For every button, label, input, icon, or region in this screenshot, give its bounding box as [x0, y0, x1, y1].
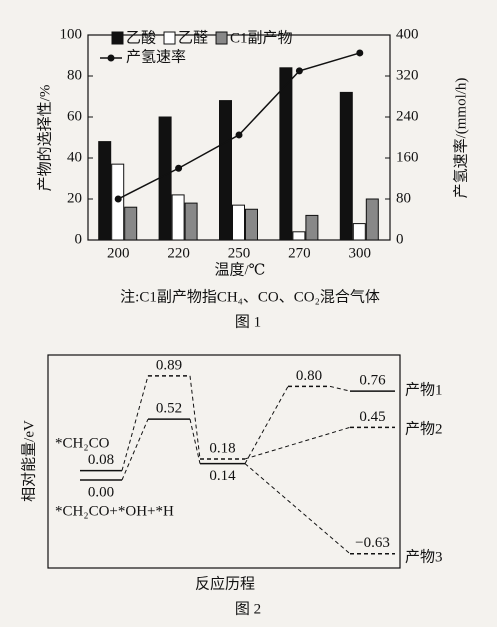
line-point [295, 67, 303, 75]
x-tick-label: 300 [349, 245, 372, 261]
level-label: 0.45 [359, 409, 385, 425]
line-point [235, 131, 243, 139]
level-label: 0.76 [359, 373, 386, 389]
x-axis-label: 温度/℃ [215, 261, 266, 278]
bar [158, 116, 172, 241]
y-axis-label: 产物的选择性/% [36, 85, 53, 192]
bar [98, 141, 112, 241]
bar [305, 214, 319, 241]
diagram-frame [47, 354, 401, 569]
line-point [175, 164, 183, 172]
species-label: *CH₂CO [55, 435, 110, 451]
legend-label: 乙醛 [178, 29, 208, 46]
x-tick-label: 220 [167, 245, 190, 261]
legend-label: C1副产物 [230, 29, 293, 46]
species-label: *CH₂CO+*OH+*H [55, 503, 174, 519]
level-label: 0.00 [88, 484, 114, 500]
bar [279, 67, 293, 241]
legend-swatch [111, 31, 124, 45]
connector [244, 463, 351, 555]
level-label: 0.52 [156, 401, 182, 417]
level-label: 0.89 [156, 357, 182, 373]
connector [329, 385, 351, 392]
line-point [114, 195, 122, 203]
x-axis-label: 反应历程 [195, 574, 255, 592]
caption: 图 2 [235, 600, 261, 617]
bar [184, 202, 198, 241]
level-label: 0.14 [209, 468, 236, 484]
legend-point [107, 54, 115, 62]
y-tick-label: 60 [67, 108, 82, 124]
y-tick-label: 20 [67, 190, 82, 206]
level-label: 0.80 [296, 368, 322, 384]
x-tick-label: 270 [288, 245, 311, 261]
note: 注:C1副产物指CH₄、CO、CO₂混合气体 [120, 288, 380, 305]
y2-tick-label: 400 [396, 26, 419, 42]
bar [352, 223, 366, 241]
y2-tick-label: 160 [396, 149, 419, 165]
y2-axis-label: 产氢速率/(mmol/h) [452, 78, 469, 199]
legend-swatch [215, 31, 228, 45]
bar [232, 204, 245, 241]
y2-tick-label: 0 [396, 231, 404, 247]
bar [365, 198, 379, 241]
y-tick-label: 0 [75, 231, 83, 247]
product-label: 产物2 [405, 420, 443, 437]
x-tick-label: 250 [228, 245, 251, 261]
legend-label: 产氢速率 [126, 48, 186, 65]
line-point [356, 49, 364, 57]
bar [292, 231, 306, 241]
y-axis-label: 相对能量/eV [20, 420, 37, 502]
level-label: 0.08 [88, 452, 114, 468]
y-tick-label: 80 [67, 67, 82, 83]
connector [244, 386, 289, 464]
bar [245, 208, 258, 241]
bar [124, 206, 138, 241]
x-tick-label: 200 [107, 245, 130, 261]
y2-tick-label: 80 [396, 190, 411, 206]
legend-swatch [163, 31, 176, 45]
y2-tick-label: 240 [396, 108, 419, 124]
bar [339, 91, 353, 241]
bar [219, 100, 232, 241]
y-tick-label: 40 [67, 149, 82, 165]
level-label: 0.18 [209, 440, 235, 456]
connector [244, 426, 351, 460]
connector [121, 375, 149, 471]
legend-label: 乙酸 [126, 29, 156, 46]
y2-tick-label: 320 [396, 67, 419, 83]
connector [189, 419, 201, 464]
product-label: 产物1 [405, 381, 443, 398]
level-label: −0.63 [355, 535, 390, 551]
caption: 图 1 [235, 313, 261, 330]
y-tick-label: 100 [60, 26, 83, 42]
product-label: 产物3 [405, 548, 443, 565]
bar [171, 194, 185, 241]
